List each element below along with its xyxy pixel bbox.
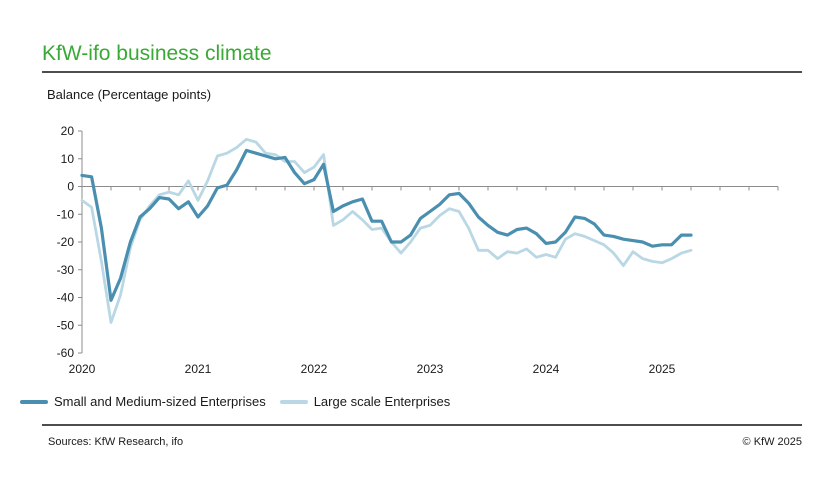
chart-title: KfW-ifo business climate <box>42 42 272 65</box>
legend-swatch-sme <box>20 399 48 404</box>
x-tick-label: 2023 <box>417 362 444 376</box>
y-tick-label: 20 <box>61 124 75 138</box>
y-tick-label: -40 <box>57 291 75 305</box>
chart-axes: 20 10 0 -10 -20 -30 -40 -50 -60 2020 2021 2022 2023 2… <box>57 124 779 376</box>
legend-label-sme: Small and Medium-sized Enterprises <box>54 394 266 409</box>
y-axis-label: Balance (Percentage points) <box>47 87 212 102</box>
y-tick-label: 10 <box>61 152 75 166</box>
legend-label-large: Large scale Enterprises <box>313 394 451 409</box>
copyright-note: © KfW 2025 <box>742 436 802 448</box>
y-tick-label: 0 <box>67 180 74 194</box>
y-tick-label: -60 <box>57 346 75 360</box>
legend-item-large: Large scale Enterprises <box>279 394 451 409</box>
source-note: Sources: KfW Research, ifo <box>48 436 184 448</box>
legend-item-sme: Small and Medium-sized Enterprises <box>20 394 266 409</box>
footer-divider <box>42 424 802 426</box>
y-tick-label: -10 <box>57 207 75 221</box>
legend-swatch-large <box>279 399 308 404</box>
series-line-sme <box>80 148 693 302</box>
y-tick-label: -20 <box>57 235 75 249</box>
x-tick-label: 2022 <box>301 362 328 376</box>
x-tick-label: 2025 <box>649 362 676 376</box>
x-tick-label: 2021 <box>185 362 212 376</box>
title-divider <box>42 71 802 73</box>
series-sme <box>80 148 693 302</box>
chart-legend: Small and Medium-sized Enterprises Large… <box>20 394 464 409</box>
y-tick-label: -30 <box>57 263 75 277</box>
y-tick-label: -50 <box>57 318 75 332</box>
x-tick-label: 2020 <box>69 362 96 376</box>
x-tick-label: 2024 <box>533 362 560 376</box>
